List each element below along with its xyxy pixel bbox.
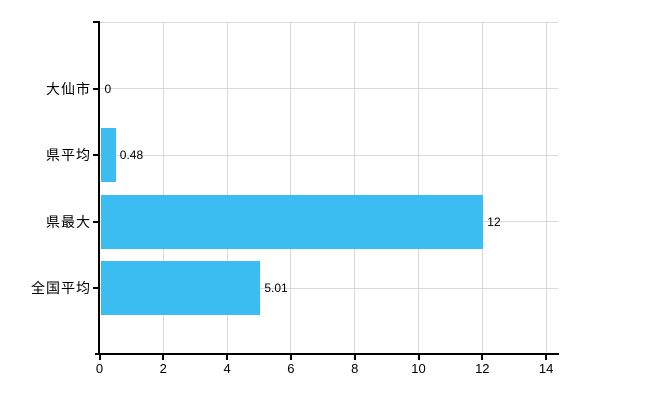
y-axis-tick: [93, 220, 99, 223]
y-axis-tick: [93, 87, 99, 90]
x-axis-tick: [545, 355, 548, 360]
category-label: 県最大: [46, 213, 91, 230]
gridline-vertical: [290, 22, 292, 353]
x-axis-tick: [417, 355, 420, 360]
bar-value-label: 5.01: [264, 281, 288, 295]
x-tick-label: 14: [538, 361, 554, 376]
x-axis-tick: [162, 355, 165, 360]
bar-value-label: 12: [487, 214, 501, 229]
x-axis-tick: [98, 355, 101, 360]
x-axis-tick: [353, 355, 356, 360]
category-label: 県平均: [46, 147, 91, 163]
y-axis-tick: [93, 154, 99, 156]
x-axis-tick: [289, 355, 292, 360]
y-axis: [98, 21, 100, 355]
gridline-horizontal: [99, 88, 558, 89]
gridline-vertical: [226, 22, 228, 353]
x-tick-label: 0: [95, 361, 104, 376]
category-label: 全国平均: [31, 280, 91, 296]
gridline-horizontal: [99, 21, 558, 23]
gridline-vertical: [354, 22, 356, 353]
bar-value-label: 0: [104, 81, 112, 96]
x-tick-label: 10: [411, 361, 426, 376]
x-tick-label: 12: [475, 361, 490, 376]
x-tick-label: 8: [351, 361, 359, 376]
category-label: 大仙市: [46, 80, 91, 97]
x-axis-tick: [481, 355, 484, 360]
gridline-vertical: [162, 22, 164, 353]
x-axis-tick: [226, 355, 229, 360]
x-tick-label: 2: [159, 361, 167, 376]
bar: [100, 128, 116, 182]
gridline-horizontal: [99, 287, 558, 289]
bar: [100, 194, 484, 249]
gridline-horizontal: [99, 154, 558, 156]
bar: [100, 261, 261, 315]
gridline-vertical: [545, 22, 547, 353]
bar-value-label: 0.48: [119, 148, 144, 162]
x-tick-label: 4: [223, 361, 231, 376]
x-axis: [95, 353, 559, 355]
gridline-vertical: [481, 22, 483, 353]
y-axis-tick: [93, 21, 99, 23]
y-axis-tick: [93, 287, 99, 289]
x-tick-label: 6: [287, 361, 295, 376]
gridline-vertical: [418, 22, 419, 353]
